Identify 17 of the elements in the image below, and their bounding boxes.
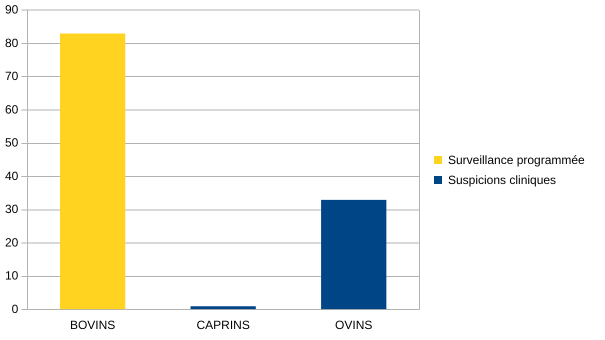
x-tick-label: BOVINS xyxy=(70,318,116,332)
y-tick-label: 80 xyxy=(4,36,19,50)
y-tick-label: 10 xyxy=(4,268,19,283)
bar xyxy=(60,33,126,310)
legend-label: Surveillance programmée xyxy=(448,153,585,167)
y-tick-label: 40 xyxy=(4,168,19,183)
y-tick-label: 0 xyxy=(12,302,19,316)
x-tick-label: CAPRINS xyxy=(196,318,250,332)
legend-label: Suspicions cliniques xyxy=(448,173,556,187)
y-tick-label: 50 xyxy=(4,136,19,150)
y-tick-label: 60 xyxy=(4,102,19,116)
y-tick-label: 20 xyxy=(4,235,19,250)
y-tick-label: 90 xyxy=(4,2,19,17)
bar xyxy=(321,200,386,310)
y-tick-label: 30 xyxy=(4,202,19,216)
y-tick-label: 70 xyxy=(4,69,19,84)
x-tick-label: OVINS xyxy=(335,318,372,332)
